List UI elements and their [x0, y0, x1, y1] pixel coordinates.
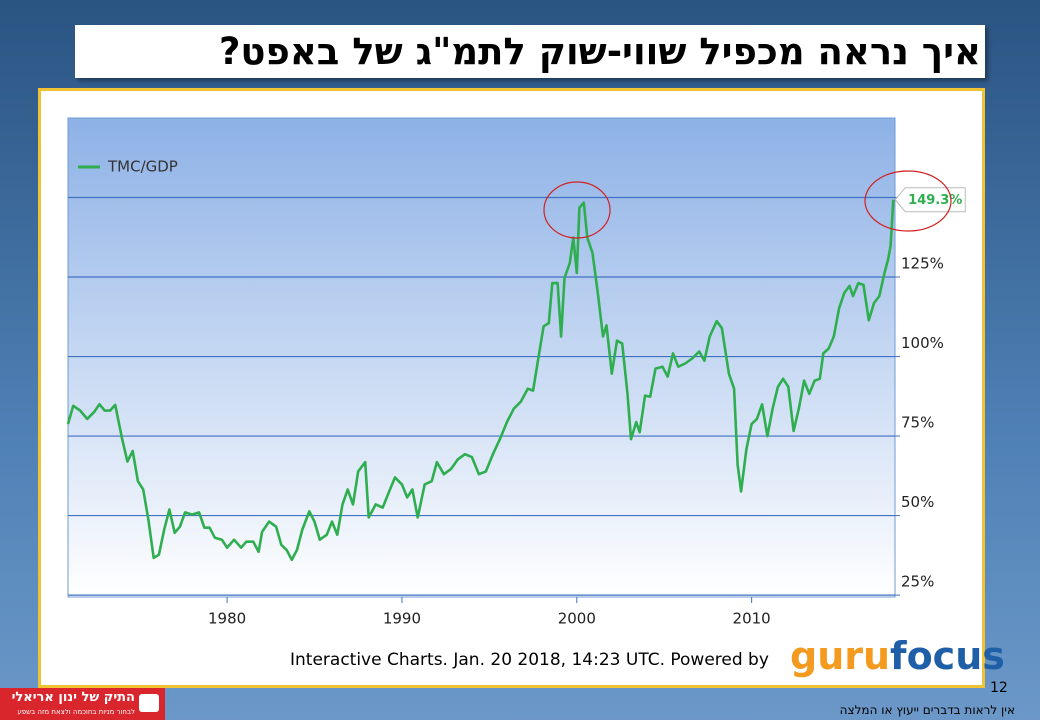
- y-tick-label: 25%: [901, 573, 934, 591]
- y-tick-label: 125%: [901, 255, 944, 273]
- y-tick-label: 75%: [901, 414, 934, 432]
- x-tick-label: 1980: [208, 610, 246, 628]
- brand-guru: guru: [790, 634, 890, 678]
- logo-name: התיק של ינון אריאלי: [11, 690, 135, 705]
- x-tick-label: 2000: [558, 610, 596, 628]
- x-tick-label: 1990: [383, 610, 421, 628]
- x-tick-label: 2010: [733, 610, 771, 628]
- logo: התיק של ינון אריאלי לבחור מניות בחוכמה ו…: [0, 688, 165, 720]
- callout-box: [894, 187, 966, 213]
- page-number: 12: [990, 680, 1008, 696]
- logo-tagline: לבחור מניות בחוכמה ולצאת מזה בשפע: [17, 708, 135, 716]
- disclaimer: אין לראות בדברים ייעוץ או המלצה: [839, 703, 1015, 717]
- highlight-circle: [543, 181, 611, 239]
- highlight-circle: [864, 170, 952, 232]
- slide-title: איך נראה מכפיל שווי-שוק לתמ"ג של באפט?: [75, 25, 985, 78]
- legend-label: TMC/GDP: [107, 158, 178, 176]
- y-tick-label: 50%: [901, 493, 934, 511]
- brand: gurufocus: [790, 634, 1005, 678]
- brand-focus: focus: [890, 634, 1005, 678]
- credit: Interactive Charts. Jan. 20 2018, 14:23 …: [290, 650, 769, 670]
- plot-area: [67, 117, 896, 598]
- value-label: 149.3%: [908, 193, 962, 208]
- y-tick-label: 100%: [901, 334, 944, 352]
- data-line: [66, 199, 895, 562]
- logo-icon: [139, 694, 159, 712]
